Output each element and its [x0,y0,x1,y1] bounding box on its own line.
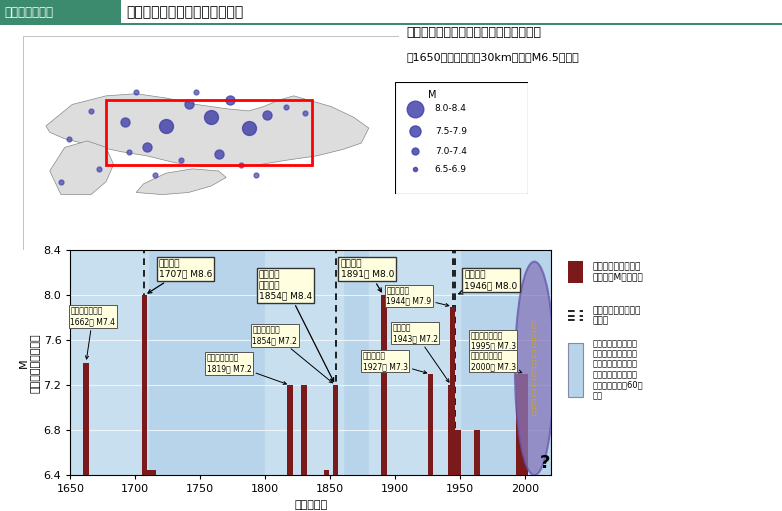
Bar [121,0,782,25]
Bar [324,470,329,475]
Bar [70,250,149,475]
Text: 6.5-6.9: 6.5-6.9 [435,165,467,174]
Text: （1650年以降，深さ30km以浅，M6.5以上）: （1650年以降，深さ30km以浅，M6.5以上） [407,52,579,62]
Text: ?: ? [540,454,550,472]
Text: 北丹後地震
1927年 M7.3: 北丹後地震 1927年 M7.3 [363,352,427,374]
Text: 鳥取県西部地震
2000年 M7.3: 鳥取県西部地震 2000年 M7.3 [471,352,522,373]
Text: 西日本の内陸で発生した地震の震央分布: 西日本の内陸で発生した地震の震央分布 [407,26,542,39]
Text: 文政２年の地震
1819年 M7.2: 文政２年の地震 1819年 M7.2 [207,354,286,384]
Polygon shape [50,141,113,195]
Bar [568,261,583,283]
Text: M: M [429,89,436,100]
Bar [369,250,461,475]
Bar [142,295,147,475]
Bar [448,385,454,475]
Text: 7.0-7.4: 7.0-7.4 [435,147,467,156]
Text: 安政東海
安政南海
1854年 M8.4: 安政東海 安政南海 1854年 M8.4 [259,271,334,382]
Text: 8.0-8.4: 8.0-8.4 [435,104,467,113]
Bar [332,385,339,475]
Text: 濃尾地震
1891年 M8.0: 濃尾地震 1891年 M8.0 [341,260,394,292]
Bar [301,385,307,475]
Y-axis label: M
（マグニチュード）: M （マグニチュード） [19,333,41,392]
Text: 領域内で発生した地
震高さはMの大きさ: 領域内で発生した地 震高さはMの大きさ [592,262,643,282]
Bar [265,250,343,475]
Polygon shape [46,94,369,167]
Text: 兵庫県南部地震
1995年 M7.3: 兵庫県南部地震 1995年 M7.3 [471,331,516,371]
Bar [145,470,151,475]
Text: 昭和南海
1946年 M8.0: 昭和南海 1946年 M8.0 [458,271,518,294]
Bar [83,363,89,475]
Bar [121,22,782,25]
Bar [568,342,583,397]
Bar [475,430,480,475]
Text: 次
期
東
南
海
・
南
海
地
震: 次 期 東 南 海 ・ 南 海 地 震 [532,320,536,416]
Text: 宝永地震
1707年 M8.6: 宝永地震 1707年 M8.6 [148,260,212,293]
Bar [151,470,156,475]
Bar [287,385,293,475]
Ellipse shape [515,262,554,475]
X-axis label: 西暦（年）: 西暦（年） [294,500,328,510]
Text: 昭和東南海
1944年 M7.9: 昭和東南海 1944年 M7.9 [386,286,449,307]
Bar [106,100,313,165]
Bar [381,295,386,475]
Text: 図２－３－４８: 図２－３－４８ [4,6,53,19]
Text: 東南海，南海地震の
発生前後に，内陸の
地震活動が活発化し
ていると想定される
概ねの期間（約60年
間）: 東南海，南海地震の 発生前後に，内陸の 地震活動が活発化し ていると想定される … [592,339,643,400]
Polygon shape [136,169,226,195]
Bar [516,374,522,475]
Text: 西日本の内陸における地震活動: 西日本の内陸における地震活動 [127,5,244,19]
Bar [455,430,461,475]
Bar [522,374,528,475]
Bar [428,374,433,475]
Text: 7.5-7.9: 7.5-7.9 [435,127,467,136]
Bar [0,0,121,25]
Text: 伊賀上野地震
1854年 M7.2: 伊賀上野地震 1854年 M7.2 [253,326,332,383]
Text: 鳥取地震
1943年 M7.2: 鳥取地震 1943年 M7.2 [393,323,449,382]
Text: 寛文２年の地震
1662年 M7.4: 寛文２年の地震 1662年 M7.4 [70,307,116,359]
Bar [450,307,455,475]
Text: 東南海，南海地震の
発生年: 東南海，南海地震の 発生年 [592,306,640,326]
